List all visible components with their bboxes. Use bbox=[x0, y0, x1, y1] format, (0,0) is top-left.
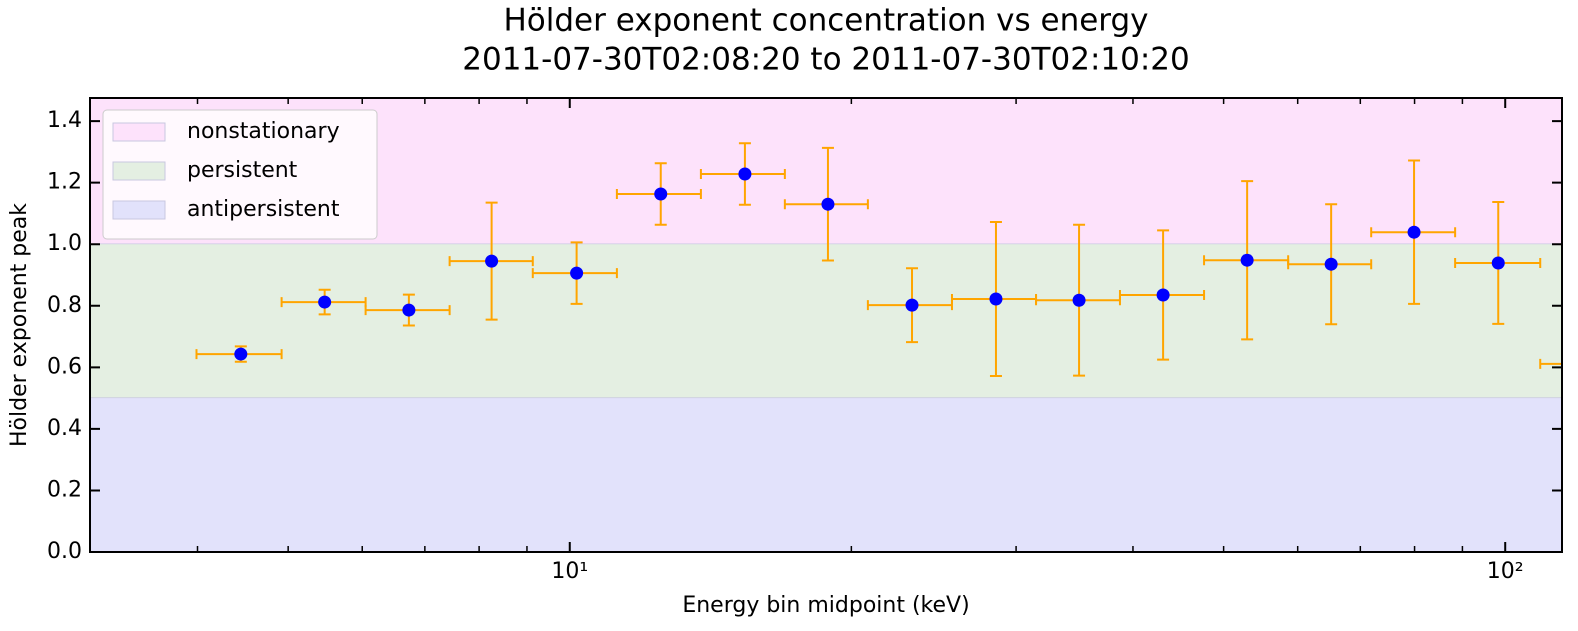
y-tick-label: 1.4 bbox=[47, 108, 82, 133]
data-point bbox=[821, 197, 835, 211]
data-point bbox=[1240, 253, 1254, 267]
y-tick-label: 0.8 bbox=[47, 293, 82, 318]
region bbox=[90, 244, 1562, 399]
data-point bbox=[485, 254, 499, 268]
x-tick-label: 10² bbox=[1487, 559, 1524, 584]
legend-label: persistent bbox=[187, 158, 298, 183]
data-point bbox=[738, 167, 752, 181]
y-tick-label: 0.0 bbox=[47, 539, 82, 564]
legend-swatch bbox=[112, 200, 166, 220]
data-point bbox=[1491, 256, 1505, 270]
legend-label: antipersistent bbox=[187, 197, 340, 222]
data-point bbox=[570, 266, 584, 280]
y-tick-label: 0.4 bbox=[47, 416, 82, 441]
axes: 0.0 0.2 0.4 0.6 0.8 1.0 1.2 1.4 10¹ 10² nonstation… bbox=[47, 97, 1563, 584]
chart-title: Hölder exponent concentration vs energy bbox=[503, 3, 1148, 39]
legend-box bbox=[102, 109, 378, 240]
y-tick-label: 1.2 bbox=[47, 170, 82, 195]
x-tick-label: 10¹ bbox=[551, 559, 588, 584]
y-tick-label: 0.6 bbox=[47, 354, 82, 379]
plot-area bbox=[90, 98, 1562, 552]
x-error-bar bbox=[1539, 358, 1562, 369]
data-point bbox=[234, 347, 248, 361]
y-axis-label: Hölder exponent peak bbox=[7, 203, 32, 447]
legend-swatch bbox=[112, 161, 166, 181]
y-tick-label: 1.0 bbox=[47, 231, 82, 256]
data-point bbox=[654, 187, 668, 201]
data-point bbox=[905, 298, 919, 312]
data-point bbox=[1072, 293, 1086, 307]
x-axis-label: Energy bin midpoint (keV) bbox=[682, 593, 969, 618]
region bbox=[90, 398, 1562, 552]
data-point bbox=[402, 303, 416, 317]
chart-subtitle: 2011-07-30T02:08:20 to 2011-07-30T02:10:… bbox=[462, 42, 1189, 78]
y-tick-label: 0.2 bbox=[47, 477, 82, 502]
data-point bbox=[989, 292, 1003, 306]
data-point bbox=[318, 295, 332, 309]
plot-frame bbox=[89, 97, 1563, 553]
legend-swatch bbox=[112, 122, 166, 142]
data-point bbox=[1156, 288, 1170, 302]
data-point bbox=[1324, 257, 1338, 271]
legend-label: nonstationary bbox=[187, 119, 340, 144]
data-point bbox=[1407, 225, 1421, 239]
